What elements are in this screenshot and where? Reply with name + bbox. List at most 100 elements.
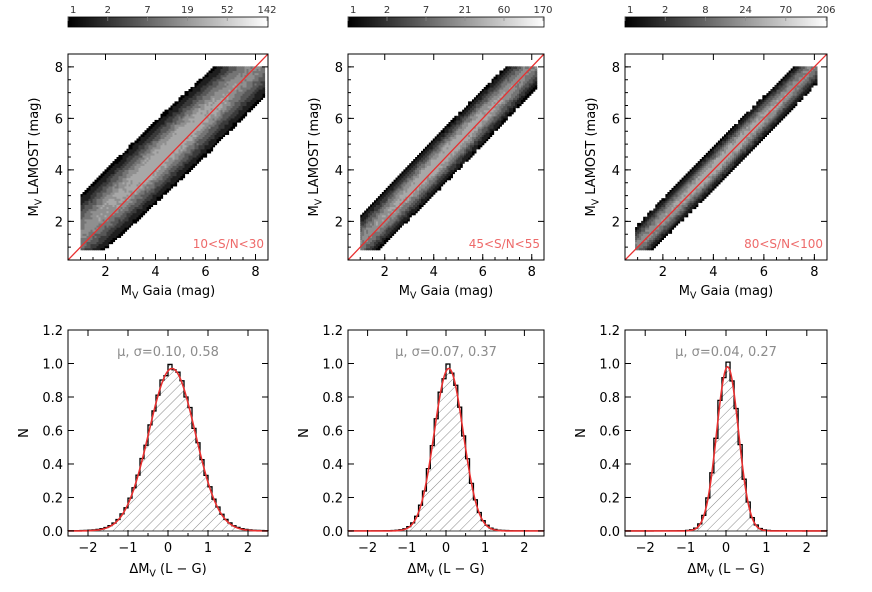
density-cell	[100, 247, 104, 251]
density-cell	[232, 126, 236, 129]
density-cell	[252, 103, 256, 107]
density-cell	[206, 148, 210, 152]
density-cell	[230, 128, 234, 131]
density-cell	[364, 247, 367, 251]
density-cell	[226, 93, 230, 96]
density-cell	[387, 216, 391, 220]
density-cell	[142, 150, 146, 154]
density-cell	[138, 150, 142, 154]
density-cell	[196, 157, 200, 160]
density-cell	[166, 126, 170, 129]
density-cell	[198, 124, 202, 127]
density-cell	[377, 200, 381, 203]
density-cell	[464, 136, 467, 140]
density-cell	[421, 163, 424, 166]
density-cell	[140, 138, 144, 142]
density-cell	[188, 134, 192, 137]
density-cell	[216, 115, 220, 119]
density-cell	[126, 187, 130, 191]
density-cell	[362, 220, 365, 224]
density-cell	[150, 192, 154, 195]
density-cell	[122, 157, 126, 160]
density-cell	[479, 93, 483, 96]
density-cell	[448, 161, 452, 164]
density-cell	[170, 185, 174, 189]
density-cell	[184, 119, 188, 123]
density-cell	[403, 179, 406, 183]
density-cell	[440, 146, 444, 150]
density-cell	[462, 119, 465, 123]
density-cell	[110, 241, 114, 245]
density-cell	[206, 95, 210, 98]
density-cell	[100, 194, 104, 197]
density-cell	[477, 130, 481, 133]
density-cell	[162, 132, 166, 135]
density-cell	[462, 138, 465, 142]
density-cell	[102, 171, 106, 175]
density-cell	[411, 161, 414, 164]
density-cell	[470, 117, 473, 121]
density-cell	[174, 144, 178, 148]
density-cell	[399, 187, 403, 191]
density-cell	[182, 121, 186, 125]
density-cell	[440, 175, 444, 179]
density-cell	[94, 185, 98, 189]
density-cell	[454, 154, 457, 158]
density-cell	[362, 235, 365, 238]
density-cell	[134, 196, 138, 199]
density-cell	[381, 194, 385, 197]
density-cell	[212, 138, 216, 142]
density-cell	[158, 132, 162, 135]
density-cell	[260, 80, 264, 84]
density-cell	[90, 224, 94, 228]
density-cell	[430, 179, 434, 183]
density-cell	[98, 202, 102, 205]
density-cell	[160, 138, 164, 142]
density-cell	[258, 70, 262, 74]
density-cell	[114, 235, 118, 238]
density-cell	[100, 208, 104, 212]
density-cell	[136, 150, 140, 154]
density-cell	[430, 183, 434, 187]
density-cell	[366, 227, 369, 230]
density-cell	[212, 93, 216, 96]
density-cell	[379, 233, 383, 236]
density-cell	[148, 154, 152, 158]
density-cell	[194, 140, 198, 144]
density-cell	[192, 136, 196, 140]
density-cell	[116, 161, 120, 164]
density-cell	[194, 95, 198, 98]
density-cell	[170, 148, 174, 152]
density-cell	[174, 177, 178, 181]
density-cell	[228, 68, 232, 72]
density-cell	[102, 243, 106, 247]
density-cell	[415, 165, 418, 168]
density-cell	[362, 227, 365, 230]
density-cell	[200, 144, 204, 148]
density-cell	[462, 150, 465, 154]
density-cell	[182, 159, 186, 162]
density-cell	[90, 198, 94, 201]
density-cell	[82, 194, 86, 197]
density-cell	[160, 115, 164, 119]
density-cell	[198, 138, 202, 142]
density-cell	[194, 86, 198, 90]
density-cell	[436, 154, 440, 158]
density-cell	[88, 227, 92, 230]
density-cell	[182, 119, 186, 123]
density-cell	[262, 82, 266, 86]
density-cell	[387, 202, 391, 205]
density-cell	[471, 136, 475, 140]
density-cell	[477, 99, 481, 102]
density-cell	[172, 165, 176, 168]
y-tick-label: 6	[55, 112, 63, 127]
density-cell	[477, 146, 481, 150]
density-cell	[391, 218, 395, 222]
density-cell	[184, 150, 188, 154]
density-cell	[140, 187, 144, 191]
density-cell	[102, 202, 106, 205]
density-cell	[146, 130, 150, 133]
density-cell	[138, 165, 142, 168]
density-cell	[152, 183, 156, 187]
density-cell	[196, 113, 200, 117]
